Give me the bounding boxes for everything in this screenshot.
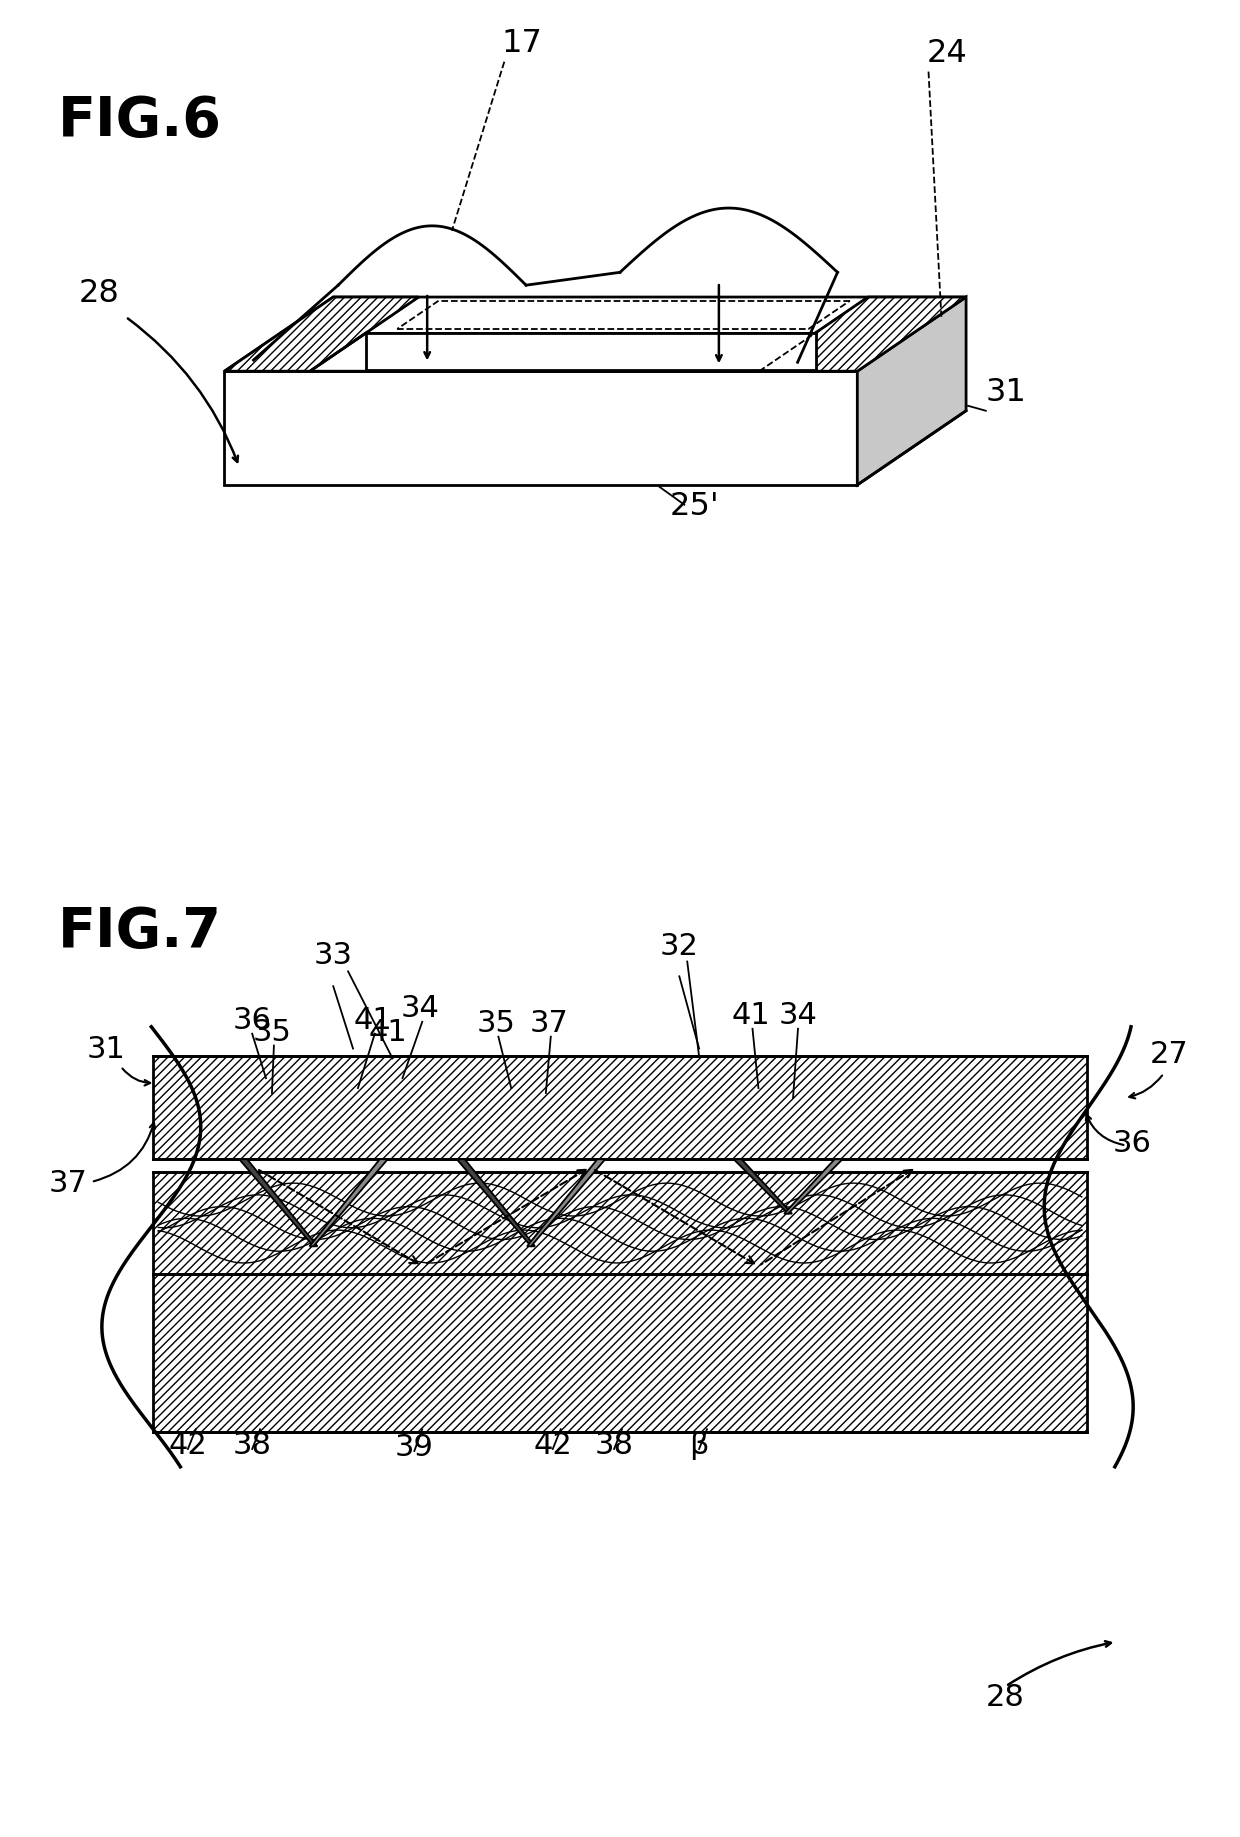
- Text: 36: 36: [1112, 1130, 1152, 1159]
- Polygon shape: [759, 298, 966, 371]
- Polygon shape: [310, 1159, 388, 1245]
- Text: 41: 41: [353, 1005, 392, 1034]
- Text: 28: 28: [986, 1683, 1025, 1712]
- Polygon shape: [154, 1275, 1086, 1433]
- Polygon shape: [154, 1172, 1086, 1275]
- Polygon shape: [456, 1159, 534, 1245]
- Text: 37: 37: [48, 1168, 88, 1198]
- Text: 35: 35: [477, 1009, 516, 1038]
- Text: 25': 25': [670, 490, 719, 522]
- Text: 27: 27: [1149, 1040, 1188, 1069]
- Text: 41: 41: [732, 1001, 770, 1031]
- Polygon shape: [224, 371, 857, 485]
- Text: 42: 42: [169, 1431, 207, 1460]
- Text: 32: 32: [660, 931, 699, 961]
- Text: 34: 34: [779, 1001, 817, 1031]
- Polygon shape: [367, 332, 816, 371]
- Polygon shape: [784, 1159, 842, 1214]
- Text: 38: 38: [594, 1431, 634, 1460]
- Polygon shape: [224, 298, 966, 371]
- Text: 41: 41: [368, 1018, 407, 1047]
- Polygon shape: [527, 1159, 605, 1245]
- Text: 34: 34: [401, 994, 440, 1023]
- Text: 31: 31: [986, 377, 1027, 408]
- Polygon shape: [239, 1159, 317, 1245]
- Polygon shape: [734, 1159, 792, 1214]
- Polygon shape: [154, 1056, 1086, 1159]
- Text: 39: 39: [394, 1433, 434, 1462]
- Text: 36: 36: [233, 1005, 272, 1034]
- Text: 31: 31: [87, 1036, 125, 1064]
- Text: 17: 17: [501, 28, 542, 59]
- Text: 42: 42: [533, 1431, 572, 1460]
- Text: FIG.7: FIG.7: [58, 906, 222, 959]
- Text: 38: 38: [233, 1431, 272, 1460]
- Text: 28: 28: [78, 277, 119, 309]
- Text: 33: 33: [314, 942, 352, 970]
- Text: FIG.6: FIG.6: [58, 94, 222, 149]
- Text: 24: 24: [926, 39, 967, 68]
- Polygon shape: [857, 298, 966, 485]
- Text: β: β: [689, 1431, 709, 1460]
- Text: 37: 37: [529, 1009, 568, 1038]
- Text: 35: 35: [253, 1018, 291, 1047]
- Polygon shape: [224, 298, 419, 371]
